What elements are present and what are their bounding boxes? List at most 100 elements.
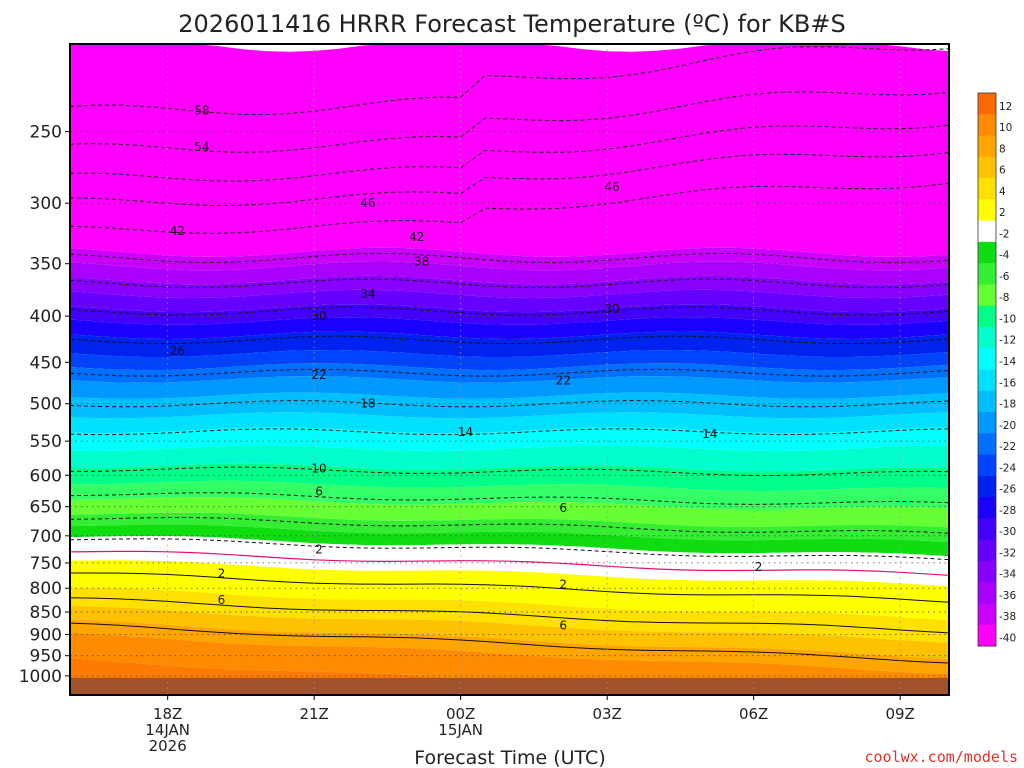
y-tick-label: 550 (30, 432, 62, 452)
y-tick-label: 750 (30, 554, 62, 574)
colorbar-label: -32 (999, 547, 1016, 559)
y-tick-label: 700 (30, 527, 62, 547)
x-axis-title: Forecast Time (UTC) (414, 747, 605, 768)
temperature-band (70, 524, 949, 557)
colorbar-label: 4 (999, 186, 1006, 198)
colorbar-label: 2 (999, 207, 1006, 219)
isotherm-label: 42 (170, 224, 185, 238)
colorbar-label: -6 (999, 271, 1010, 283)
y-axis: 2503003504004505005506006507007508008509… (19, 123, 70, 687)
colorbar-label: -22 (999, 441, 1016, 453)
isotherm-label: 2 (559, 577, 567, 591)
isotherm-label: 38 (414, 254, 429, 268)
isotherm-line (70, 622, 949, 664)
isotherm-label: 6 (559, 501, 567, 515)
temperature-band (70, 289, 949, 313)
chart-title: 2026011416 HRRR Forecast Temperature (ºC… (178, 10, 845, 38)
y-tick-label: 1000 (19, 667, 62, 687)
colorbar-label: -30 (999, 526, 1016, 538)
temperature-band (70, 587, 949, 643)
temperature-band (70, 392, 949, 419)
isotherm-label: 54 (194, 140, 209, 154)
x-tick-label: 00Z (446, 705, 475, 723)
temperature-band (70, 480, 949, 510)
isotherm-label: 6 (218, 593, 226, 607)
temperature-band (70, 445, 949, 472)
isotherm-label: 14 (702, 427, 717, 441)
colorbar-label: -36 (999, 590, 1016, 602)
colorbar-label: -4 (999, 250, 1010, 262)
isotherm-label: 42 (409, 230, 424, 244)
colorbar-swatch (978, 539, 996, 562)
colorbar-label: -12 (999, 335, 1016, 347)
temperature-band (70, 376, 949, 399)
y-tick-label: 400 (30, 307, 62, 327)
isotherm-label: 46 (604, 180, 619, 194)
y-tick-label: 650 (30, 498, 62, 518)
temperature-band (70, 363, 949, 383)
temperature-band (70, 275, 949, 298)
colorbar-swatch (978, 114, 996, 137)
isotherm-label: 6 (559, 619, 567, 633)
colorbar-label: -28 (999, 505, 1016, 517)
y-tick-label: 500 (30, 395, 62, 415)
colorbar-swatch (978, 199, 996, 222)
isotherm-line (70, 46, 949, 116)
colorbar-label: -10 (999, 313, 1016, 325)
colorbar-swatch (978, 560, 996, 583)
colorbar-swatch (978, 390, 996, 413)
colorbar-swatch (978, 454, 996, 477)
colorbar-label: -20 (999, 420, 1016, 432)
y-tick-label: 950 (30, 647, 62, 667)
x-tick-label: 09Z (885, 705, 914, 723)
temperature-band (70, 512, 949, 543)
colorbar-swatch (978, 369, 996, 392)
x-tick-label: 14JAN (145, 721, 190, 739)
colorbar-label: -14 (999, 356, 1016, 368)
isotherm-line (70, 182, 949, 234)
colorbar-swatch (978, 326, 996, 349)
colorbar-label: -26 (999, 484, 1016, 496)
temperature-band (70, 350, 949, 371)
colorbar-swatch (978, 241, 996, 264)
isotherm-label: 22 (556, 373, 571, 387)
isotherm-label: 34 (360, 287, 375, 301)
credit-text: coolwx.com/models (864, 748, 1018, 766)
temperature-band (70, 261, 949, 285)
colorbar-swatch (978, 284, 996, 307)
y-tick-label: 600 (30, 466, 62, 486)
y-tick-label: 800 (30, 579, 62, 599)
isotherm-contours (70, 46, 949, 664)
colorbar-label: -16 (999, 377, 1016, 389)
colorbar-frame (977, 92, 997, 647)
temperature-band (70, 560, 949, 621)
colorbar-swatch (978, 305, 996, 328)
isotherm-line (70, 572, 949, 603)
colorbar-label: 12 (999, 101, 1012, 113)
temperature-band (70, 619, 949, 675)
colorbar-swatch (978, 433, 996, 456)
grid (70, 44, 949, 695)
temperature-band (70, 412, 949, 434)
temperature-band (70, 463, 949, 491)
isotherm-line (70, 550, 949, 576)
colorbar-label: -24 (999, 462, 1016, 474)
y-tick-label: 350 (30, 255, 62, 275)
plot-area (70, 44, 949, 695)
colorbar-label: -40 (999, 632, 1016, 644)
colorbar: 12 10 8 6 4 2 -2 -4 -6 -8 -10 -12 -14 -16 -18 -20 -22 -24… (977, 92, 1016, 647)
y-tick-label: 900 (30, 625, 62, 645)
x-tick-label: 18Z (153, 705, 182, 723)
isotherm-label: 46 (360, 196, 375, 210)
isotherm-label: 58 (194, 104, 209, 118)
y-tick-label: 250 (30, 123, 62, 143)
isotherm-label: 30 (311, 309, 326, 323)
colorbar-swatch (978, 412, 996, 434)
isotherm-label: 22 (311, 368, 326, 382)
colorbar-label: -8 (999, 292, 1009, 304)
x-tick-label: 21Z (299, 705, 328, 723)
colorbar-swatch (978, 178, 996, 200)
x-tick-label: 03Z (592, 705, 621, 723)
colorbar-swatch (978, 220, 996, 243)
